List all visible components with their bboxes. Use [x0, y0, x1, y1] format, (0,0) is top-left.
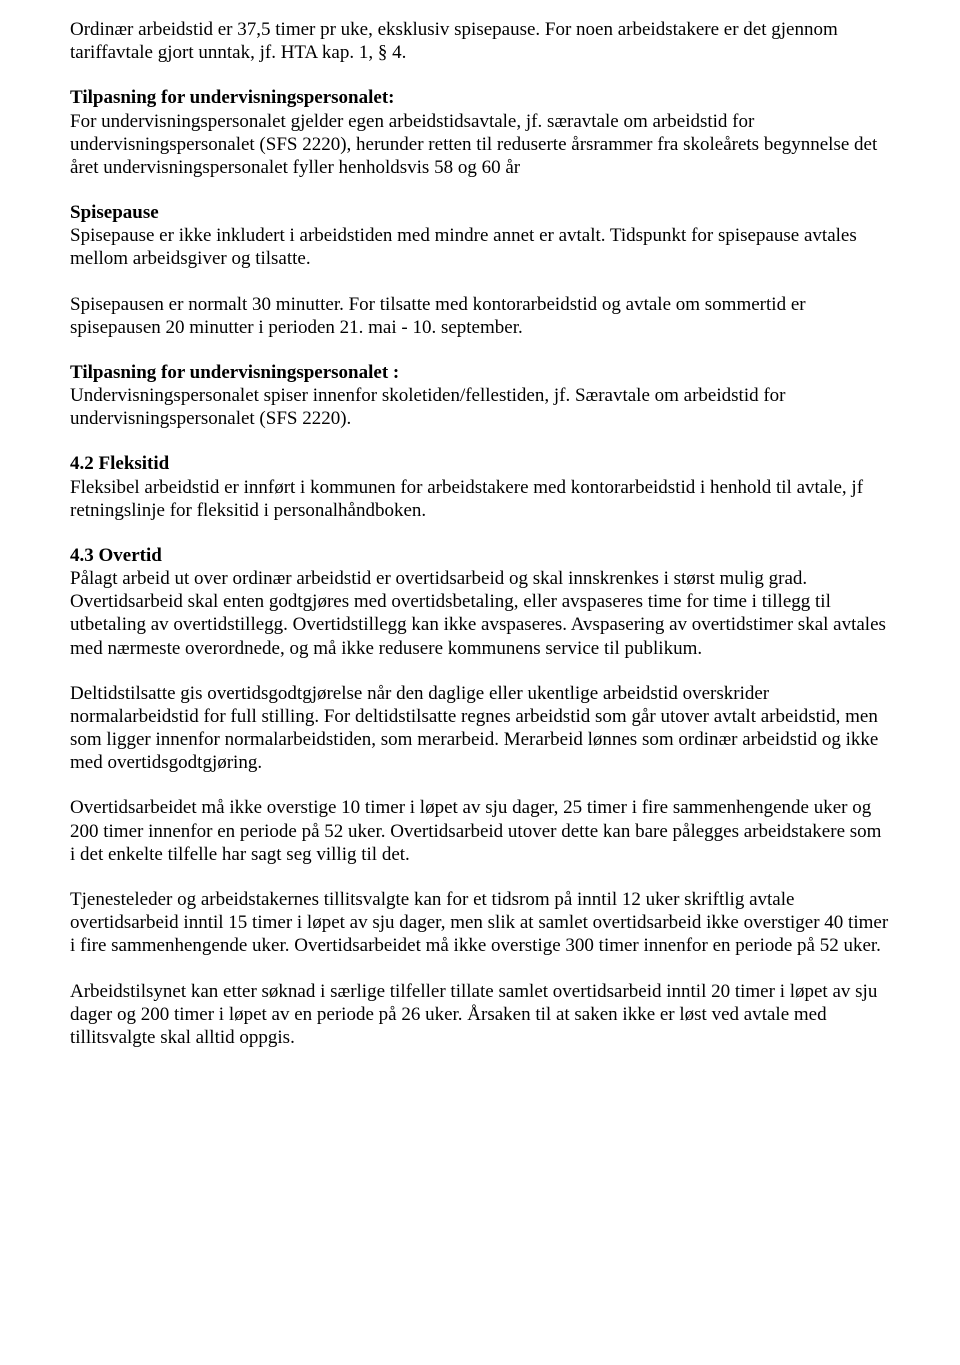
overtid-block-1: 4.3 Overtid Pålagt arbeid ut over ordinæ… [70, 544, 890, 660]
fleksitid-heading: 4.2 Fleksitid [70, 453, 169, 474]
tilpasning-2-heading: Tilpasning for undervisningspersonalet : [70, 362, 399, 383]
overtid-body-1: Pålagt arbeid ut over ordinær arbeidstid… [70, 568, 886, 659]
spisepause-heading: Spisepause [70, 202, 159, 223]
overtid-body-3: Overtidsarbeidet må ikke overstige 10 ti… [70, 796, 890, 866]
tilpasning-2-body: Undervisningspersonalet spiser innenfor … [70, 385, 786, 429]
overtid-body-4: Tjenesteleder og arbeidstakernes tillits… [70, 888, 890, 958]
spisepause-body-2: Spisepausen er normalt 30 minutter. For … [70, 293, 890, 339]
spisepause-body-1: Spisepause er ikke inkludert i arbeidsti… [70, 225, 857, 269]
tilpasning-1-heading: Tilpasning for undervisningspersonalet: [70, 87, 394, 108]
spisepause-block: Spisepause Spisepause er ikke inkludert … [70, 201, 890, 271]
tilpasning-1-block: Tilpasning for undervisningspersonalet: … [70, 86, 890, 179]
overtid-heading: 4.3 Overtid [70, 545, 162, 566]
tilpasning-2-block: Tilpasning for undervisningspersonalet :… [70, 361, 890, 431]
tilpasning-1-body: For undervisningspersonalet gjelder egen… [70, 111, 877, 178]
fleksitid-block: 4.2 Fleksitid Fleksibel arbeidstid er in… [70, 452, 890, 522]
overtid-body-5: Arbeidstilsynet kan etter søknad i særli… [70, 980, 890, 1050]
intro-paragraph: Ordinær arbeidstid er 37,5 timer pr uke,… [70, 18, 890, 64]
fleksitid-body: Fleksibel arbeidstid er innført i kommun… [70, 477, 863, 521]
overtid-body-2: Deltidstilsatte gis overtidsgodtgjørelse… [70, 682, 890, 775]
